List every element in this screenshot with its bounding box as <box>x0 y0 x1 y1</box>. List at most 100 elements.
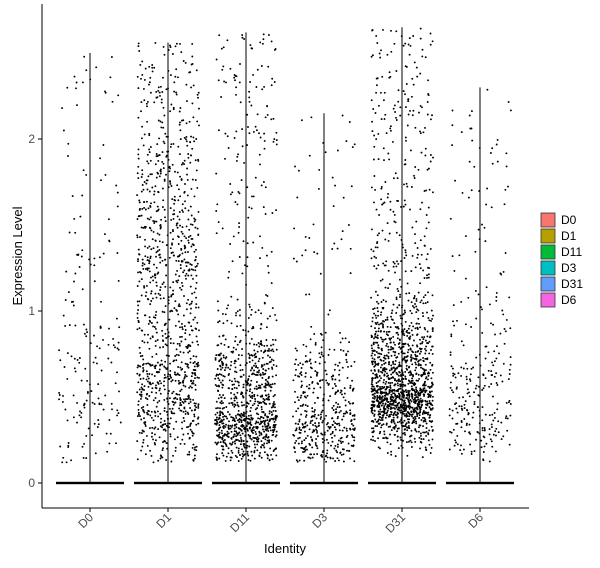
data-point <box>389 125 392 128</box>
data-point <box>305 410 308 413</box>
data-point <box>146 404 149 406</box>
data-point <box>179 175 182 178</box>
data-point <box>229 459 232 462</box>
data-point <box>375 256 378 259</box>
data-point <box>413 61 416 64</box>
data-point <box>233 362 236 365</box>
data-point <box>413 306 416 309</box>
data-point <box>347 365 349 368</box>
data-point <box>180 163 183 166</box>
data-point <box>271 348 274 351</box>
data-point <box>215 232 218 235</box>
data-point <box>149 364 152 367</box>
data-point <box>93 257 96 260</box>
data-point <box>183 398 185 401</box>
data-point <box>272 359 275 362</box>
data-point <box>423 277 426 279</box>
data-point <box>394 379 396 382</box>
data-point <box>295 260 298 263</box>
data-point <box>407 348 410 351</box>
data-point <box>419 447 422 450</box>
data-point <box>196 340 199 343</box>
data-point <box>416 389 419 392</box>
data-point <box>163 419 166 422</box>
data-point <box>404 249 407 252</box>
data-point <box>107 343 110 346</box>
data-point <box>415 311 418 314</box>
data-point <box>95 66 98 69</box>
data-point <box>192 443 195 446</box>
data-point <box>155 281 158 284</box>
data-point <box>136 218 139 220</box>
data-point <box>350 365 353 368</box>
data-point <box>159 224 162 227</box>
data-point <box>192 277 194 280</box>
data-point <box>451 367 454 370</box>
data-point <box>137 165 140 168</box>
data-point <box>196 262 199 265</box>
data-point <box>407 327 410 330</box>
data-point <box>186 173 188 176</box>
data-point <box>372 158 375 161</box>
data-point <box>468 423 471 426</box>
data-point <box>348 341 351 344</box>
data-point <box>406 329 409 332</box>
data-point <box>139 236 141 238</box>
data-point <box>223 397 226 400</box>
data-point <box>169 145 172 148</box>
data-point <box>392 350 395 353</box>
data-point <box>253 450 256 452</box>
data-point <box>376 395 379 397</box>
data-point <box>385 330 388 333</box>
data-point <box>460 444 462 447</box>
data-point <box>394 363 397 366</box>
data-point <box>117 94 120 97</box>
data-point <box>140 386 143 389</box>
data-point <box>421 342 423 345</box>
data-point <box>172 390 175 393</box>
data-point <box>235 439 238 442</box>
data-point <box>402 439 405 442</box>
data-point <box>239 434 242 437</box>
data-point <box>184 412 187 415</box>
data-point <box>333 368 336 371</box>
data-point <box>150 391 153 394</box>
data-point <box>176 269 179 272</box>
data-point <box>175 359 178 362</box>
data-point <box>270 349 273 352</box>
data-point <box>398 304 401 307</box>
data-point <box>265 339 268 341</box>
data-point <box>389 200 392 203</box>
data-point <box>423 336 426 339</box>
data-point <box>226 435 229 438</box>
data-point <box>428 372 431 375</box>
data-point <box>140 226 143 229</box>
data-point <box>417 401 420 403</box>
data-point <box>320 411 323 414</box>
data-point <box>300 429 303 432</box>
data-point <box>164 429 167 432</box>
data-point <box>407 391 410 394</box>
data-point <box>342 396 345 399</box>
data-point <box>420 253 423 256</box>
data-point <box>490 206 493 209</box>
data-point <box>415 322 418 325</box>
data-point <box>253 387 256 390</box>
data-point <box>377 369 380 372</box>
data-point <box>253 373 256 376</box>
data-point <box>298 428 301 431</box>
data-point <box>148 134 151 137</box>
data-point <box>193 360 196 363</box>
data-point <box>374 396 377 398</box>
data-point <box>189 263 192 266</box>
data-point <box>411 114 414 117</box>
legend-swatch <box>540 244 556 260</box>
data-point <box>152 419 155 422</box>
data-point <box>388 232 391 235</box>
data-point <box>248 303 251 306</box>
data-point <box>427 396 430 399</box>
data-point <box>382 402 384 405</box>
data-point <box>493 360 496 363</box>
data-point <box>394 425 397 428</box>
data-point <box>154 314 157 317</box>
